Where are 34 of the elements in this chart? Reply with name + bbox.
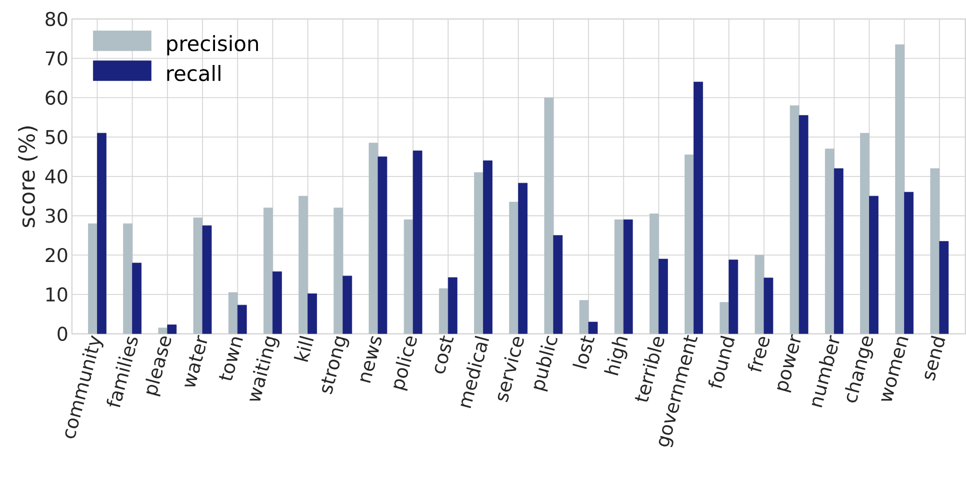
x-tick-label: water — [184, 335, 208, 386]
x-tick-label: send — [924, 336, 946, 381]
y-tick-label: 70 — [46, 51, 68, 66]
x-tick-label: cost — [434, 335, 454, 374]
x-tick-label: kill — [294, 336, 314, 362]
x-tick-label: lost — [572, 336, 595, 370]
legend-label: precision — [167, 35, 258, 56]
x-tick-label: please — [146, 336, 172, 397]
y-tick-label: 40 — [45, 169, 68, 184]
x-tick-label: free — [748, 337, 770, 372]
x-tick-label: women — [881, 337, 908, 401]
y-tick-label: 80 — [46, 12, 68, 26]
x-tick-label: police — [393, 336, 417, 391]
x-tick-label: medical — [460, 336, 490, 408]
y-axis-title: score (%) — [18, 126, 38, 228]
x-tick-label: found — [708, 336, 735, 388]
y-tick-label: 30 — [46, 208, 68, 224]
x-tick-label: strong — [321, 336, 350, 394]
x-tick-label: public — [534, 336, 558, 392]
x-tick-label: change — [844, 336, 874, 403]
x-tick-label: service — [498, 337, 524, 402]
x-tick-label: families — [106, 336, 138, 408]
x-tick-label: high — [604, 337, 628, 376]
x-tick-label: waiting — [250, 336, 280, 401]
y-tick-label: 50 — [46, 130, 68, 144]
legend-label: recall — [167, 65, 220, 82]
y-tick-label: 60 — [46, 90, 68, 105]
x-tick-label: town — [218, 337, 243, 380]
x-tick-label: power — [777, 334, 801, 393]
x-tick-label: number — [812, 335, 840, 408]
y-tick-label: 10 — [46, 287, 68, 302]
x-tick-label: news — [360, 336, 382, 384]
y-tick-label: 0 — [58, 326, 68, 342]
y-tick-label: 20 — [46, 248, 68, 262]
